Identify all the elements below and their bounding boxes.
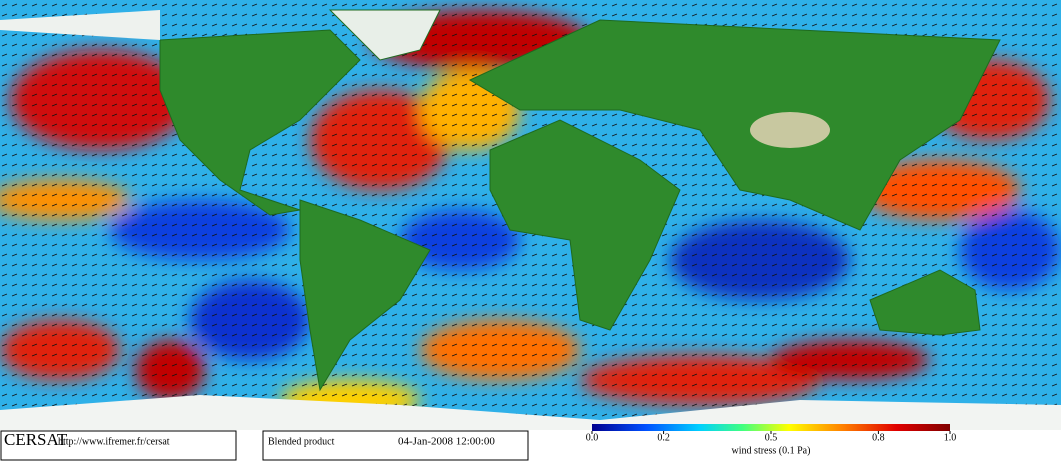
footer: CERSAT http://www.ifremer.fr/cersat Blen… xyxy=(0,424,1061,462)
colorbar-tick-label: 0.0 xyxy=(586,432,599,443)
colorbar-title: wind stress (0.1 Pa) xyxy=(732,445,811,456)
land xyxy=(0,9,1061,430)
info-box xyxy=(0,430,237,461)
colorbar-tick-label: 1.0 xyxy=(944,432,957,443)
product: Blended product xyxy=(268,436,335,447)
colorbar-tick-label: 0.2 xyxy=(657,432,670,443)
colorbar xyxy=(592,424,950,431)
colorbar-tick-label: 0.8 xyxy=(872,432,885,443)
date: 04-Jan-2008 12:00:00 xyxy=(398,436,495,448)
colorbar-tick-label: 0.5 xyxy=(765,432,778,443)
product-box xyxy=(262,430,529,461)
url: http://www.ifremer.fr/cersat xyxy=(58,436,170,447)
brand: CERSAT xyxy=(4,430,68,449)
